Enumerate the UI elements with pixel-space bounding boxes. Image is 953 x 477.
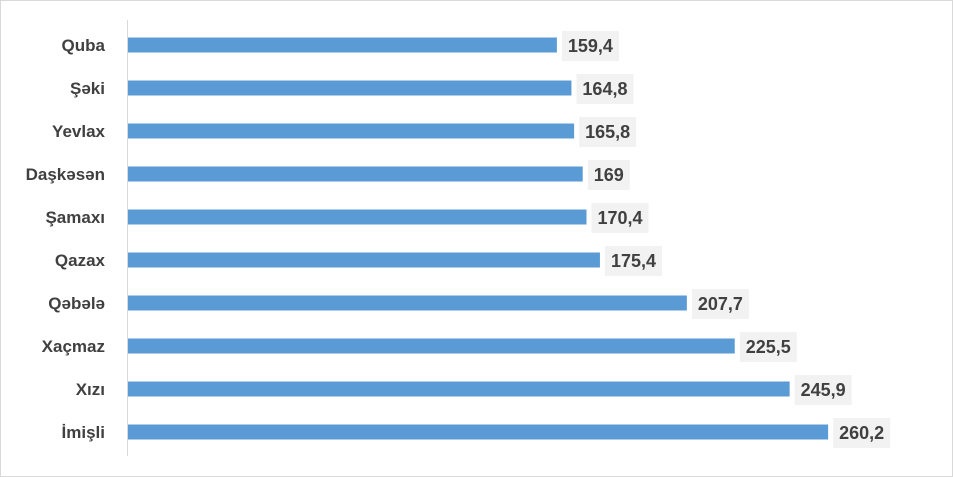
data-label: 159,4 bbox=[568, 36, 613, 56]
category-label: Xaçmaz bbox=[42, 337, 105, 356]
data-label: 225,5 bbox=[746, 337, 791, 357]
category-label: Quba bbox=[62, 36, 106, 55]
bar bbox=[128, 252, 600, 268]
category-label: İmişli bbox=[62, 423, 105, 442]
bar bbox=[128, 166, 583, 182]
data-label: 169 bbox=[594, 165, 624, 185]
data-label: 260,2 bbox=[839, 423, 884, 443]
category-label: Şamaxı bbox=[45, 208, 105, 227]
bar bbox=[128, 80, 572, 96]
data-label-box bbox=[579, 117, 637, 147]
data-label-box bbox=[739, 332, 797, 362]
data-label-box bbox=[833, 418, 891, 448]
data-label: 165,8 bbox=[585, 122, 630, 142]
bar bbox=[128, 338, 735, 354]
data-label: 245,9 bbox=[801, 380, 846, 400]
category-label: Daşkəsən bbox=[26, 165, 105, 184]
data-label-box bbox=[587, 160, 630, 190]
data-label-box bbox=[794, 375, 852, 405]
category-label: Qazax bbox=[55, 251, 106, 270]
bar bbox=[128, 295, 687, 311]
category-label: Qəbələ bbox=[48, 294, 105, 313]
data-label: 170,4 bbox=[597, 208, 642, 228]
data-label-box bbox=[591, 203, 649, 233]
data-label: 175,4 bbox=[611, 251, 656, 271]
data-label-box bbox=[604, 246, 662, 276]
data-label-box bbox=[576, 74, 634, 104]
category-label: Xızı bbox=[76, 380, 105, 399]
bar bbox=[128, 123, 575, 139]
bar bbox=[128, 37, 557, 53]
data-label-box bbox=[691, 289, 749, 319]
data-label: 207,7 bbox=[698, 294, 743, 314]
data-label: 164,8 bbox=[582, 79, 627, 99]
category-label: Şəki bbox=[70, 79, 105, 98]
category-label: Yevlax bbox=[52, 122, 105, 141]
bar bbox=[128, 209, 587, 225]
bar bbox=[128, 424, 829, 440]
bar bbox=[128, 381, 790, 397]
data-label-box bbox=[561, 31, 619, 61]
